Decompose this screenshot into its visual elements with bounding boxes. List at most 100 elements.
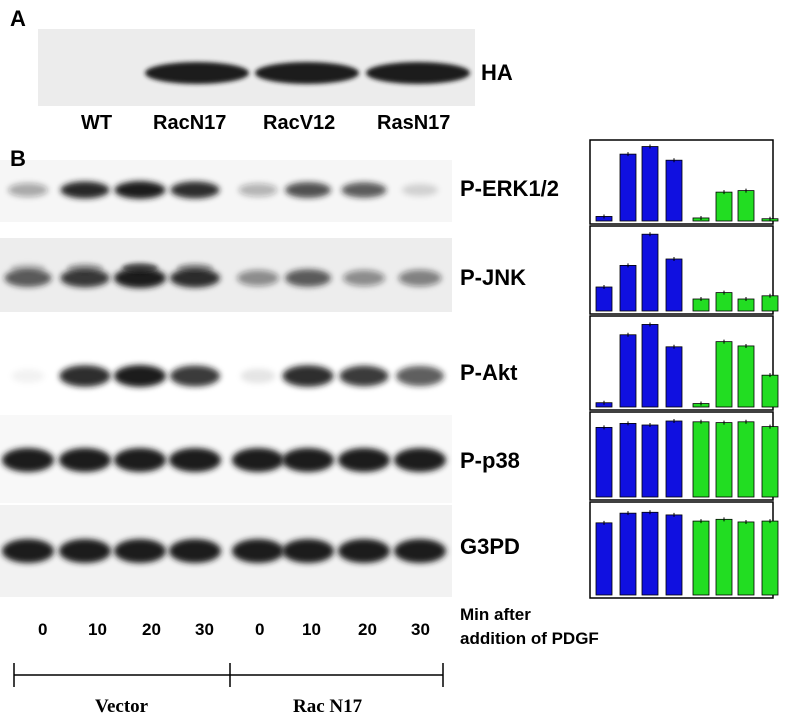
panel-b-letter: B xyxy=(10,146,26,171)
lane-label-racv12: RacV12 xyxy=(263,112,336,134)
rac-n17-bar xyxy=(761,520,779,596)
group-label-racn17: Rac N17 xyxy=(293,696,363,717)
blot-a-bands xyxy=(145,62,470,84)
time-point: 30 xyxy=(195,620,214,639)
vector-bar xyxy=(619,153,637,222)
vector-bar xyxy=(641,233,659,312)
western-band xyxy=(59,539,111,563)
western-band xyxy=(285,182,331,198)
rac-n17-bar xyxy=(715,518,733,596)
rac-n17-bar xyxy=(761,374,779,408)
western-band xyxy=(8,183,48,197)
western-band xyxy=(396,365,444,387)
time-point: 10 xyxy=(88,620,107,639)
western-band xyxy=(282,365,334,387)
western-band xyxy=(282,448,334,472)
vector-bar xyxy=(665,514,683,596)
vector-bar xyxy=(619,334,637,408)
western-band xyxy=(341,182,387,198)
western-band xyxy=(170,181,220,199)
time-point: 0 xyxy=(38,620,48,639)
western-band xyxy=(237,270,279,286)
group-bracket xyxy=(13,663,444,687)
western-band xyxy=(10,263,46,273)
vector-bar xyxy=(595,522,613,596)
ha-band xyxy=(145,62,249,84)
rac-n17-bar xyxy=(737,190,755,222)
western-band xyxy=(338,448,390,472)
rac-n17-bar xyxy=(737,345,755,408)
vector-bar xyxy=(641,146,659,222)
western-band xyxy=(282,539,334,563)
western-band xyxy=(240,368,276,384)
group-label-vector: Vector xyxy=(95,696,149,717)
panel-a-letter: A xyxy=(10,6,26,31)
western-band xyxy=(398,269,442,287)
western-band xyxy=(402,183,438,197)
western-band xyxy=(170,268,220,288)
western-band xyxy=(114,268,166,288)
rac-n17-bar xyxy=(737,421,755,498)
protein-label-p38: P-p38 xyxy=(460,448,520,473)
vector-bar xyxy=(665,346,683,408)
vector-bar xyxy=(665,258,683,312)
rac-n17-bar xyxy=(692,520,710,596)
vector-bar xyxy=(641,324,659,408)
western-band xyxy=(170,365,220,387)
western-band xyxy=(4,269,52,287)
western-band xyxy=(394,448,446,472)
western-band xyxy=(59,365,111,387)
vector-bar xyxy=(595,286,613,312)
lane-label-racn17: RacN17 xyxy=(153,112,227,134)
western-band xyxy=(2,448,54,472)
time-point: 30 xyxy=(411,620,430,639)
lane-label-wt: WT xyxy=(81,112,113,134)
western-band xyxy=(238,183,278,197)
ha-band xyxy=(255,62,359,84)
western-band xyxy=(114,539,166,563)
western-band xyxy=(114,365,166,387)
western-band xyxy=(169,448,221,472)
protein-label-jnk: P-JNK xyxy=(460,265,527,290)
ha-label: HA xyxy=(481,60,513,85)
vector-bar xyxy=(619,422,637,498)
vector-bar xyxy=(641,511,659,596)
rac-n17-bar xyxy=(715,191,733,222)
western-band xyxy=(394,539,446,563)
vector-bar xyxy=(595,426,613,498)
western-band xyxy=(11,369,45,383)
western-band xyxy=(2,539,54,563)
time-caption-line2: addition of PDGF xyxy=(460,629,599,648)
vector-bar xyxy=(665,420,683,498)
lane-label-rasn17: RasN17 xyxy=(377,112,451,134)
blot-b-bands xyxy=(2,181,446,563)
protein-label-erk: P-ERK1/2 xyxy=(460,176,560,201)
western-band xyxy=(60,181,110,199)
time-point: 20 xyxy=(358,620,377,639)
western-band xyxy=(169,539,221,563)
rac-n17-bar xyxy=(761,295,779,312)
vector-bar xyxy=(619,512,637,596)
vector-bar xyxy=(641,424,659,498)
western-band xyxy=(338,539,390,563)
time-point: 20 xyxy=(142,620,161,639)
western-band xyxy=(177,263,213,273)
ha-band xyxy=(366,62,470,84)
rac-n17-bar xyxy=(715,341,733,408)
western-band xyxy=(232,539,284,563)
western-band xyxy=(67,263,103,273)
rac-n17-bar xyxy=(715,422,733,498)
western-band xyxy=(285,269,331,287)
vector-bar xyxy=(665,159,683,222)
bar-charts xyxy=(589,139,779,599)
western-band xyxy=(343,270,385,286)
vector-bar xyxy=(619,264,637,312)
protein-label-akt: P-Akt xyxy=(460,360,518,385)
western-band xyxy=(60,268,110,288)
rac-n17-bar xyxy=(692,421,710,498)
western-band xyxy=(59,448,111,472)
time-caption-line1: Min after xyxy=(460,605,531,624)
time-point: 0 xyxy=(255,620,265,639)
rac-n17-bar xyxy=(715,292,733,312)
